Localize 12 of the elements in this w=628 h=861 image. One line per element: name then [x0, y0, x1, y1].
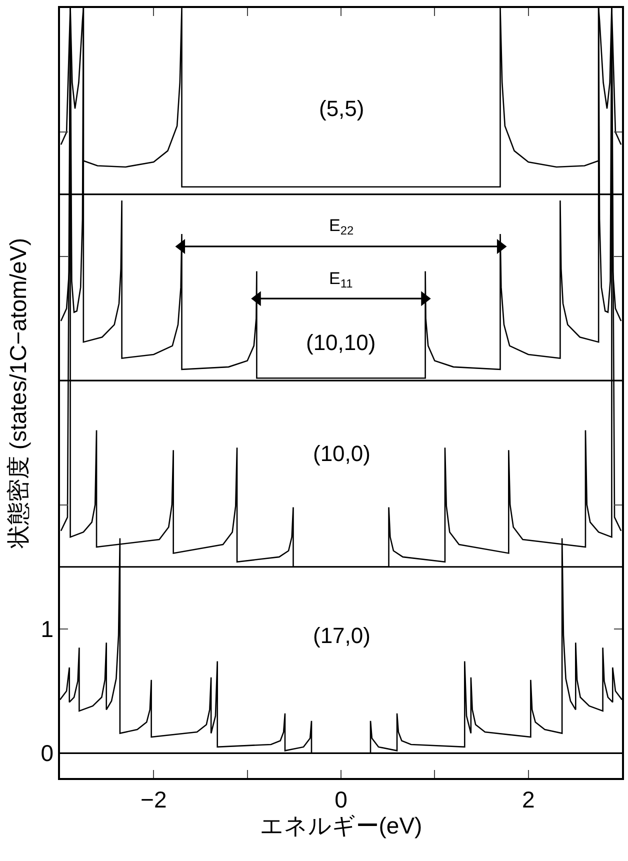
annotation: (5,5) — [319, 96, 364, 121]
series-label: E$_{22}$ — [329, 216, 354, 238]
annotation: (10,10) — [306, 330, 376, 355]
y-tick-label: 1 — [40, 616, 54, 642]
x-tick-label: 2 — [522, 786, 535, 812]
y-axis-title: 状態密度 (states/1C−atom/eV) — [4, 238, 31, 549]
x-axis-title: エネルギー(eV) — [260, 812, 422, 838]
annotation: (17,0) — [313, 623, 370, 648]
x-tick-label: 0 — [334, 786, 348, 812]
annotation: (10,0) — [313, 441, 370, 466]
x-tick-label: −2 — [140, 786, 167, 812]
series-label: E$_{11}$ — [329, 269, 354, 291]
